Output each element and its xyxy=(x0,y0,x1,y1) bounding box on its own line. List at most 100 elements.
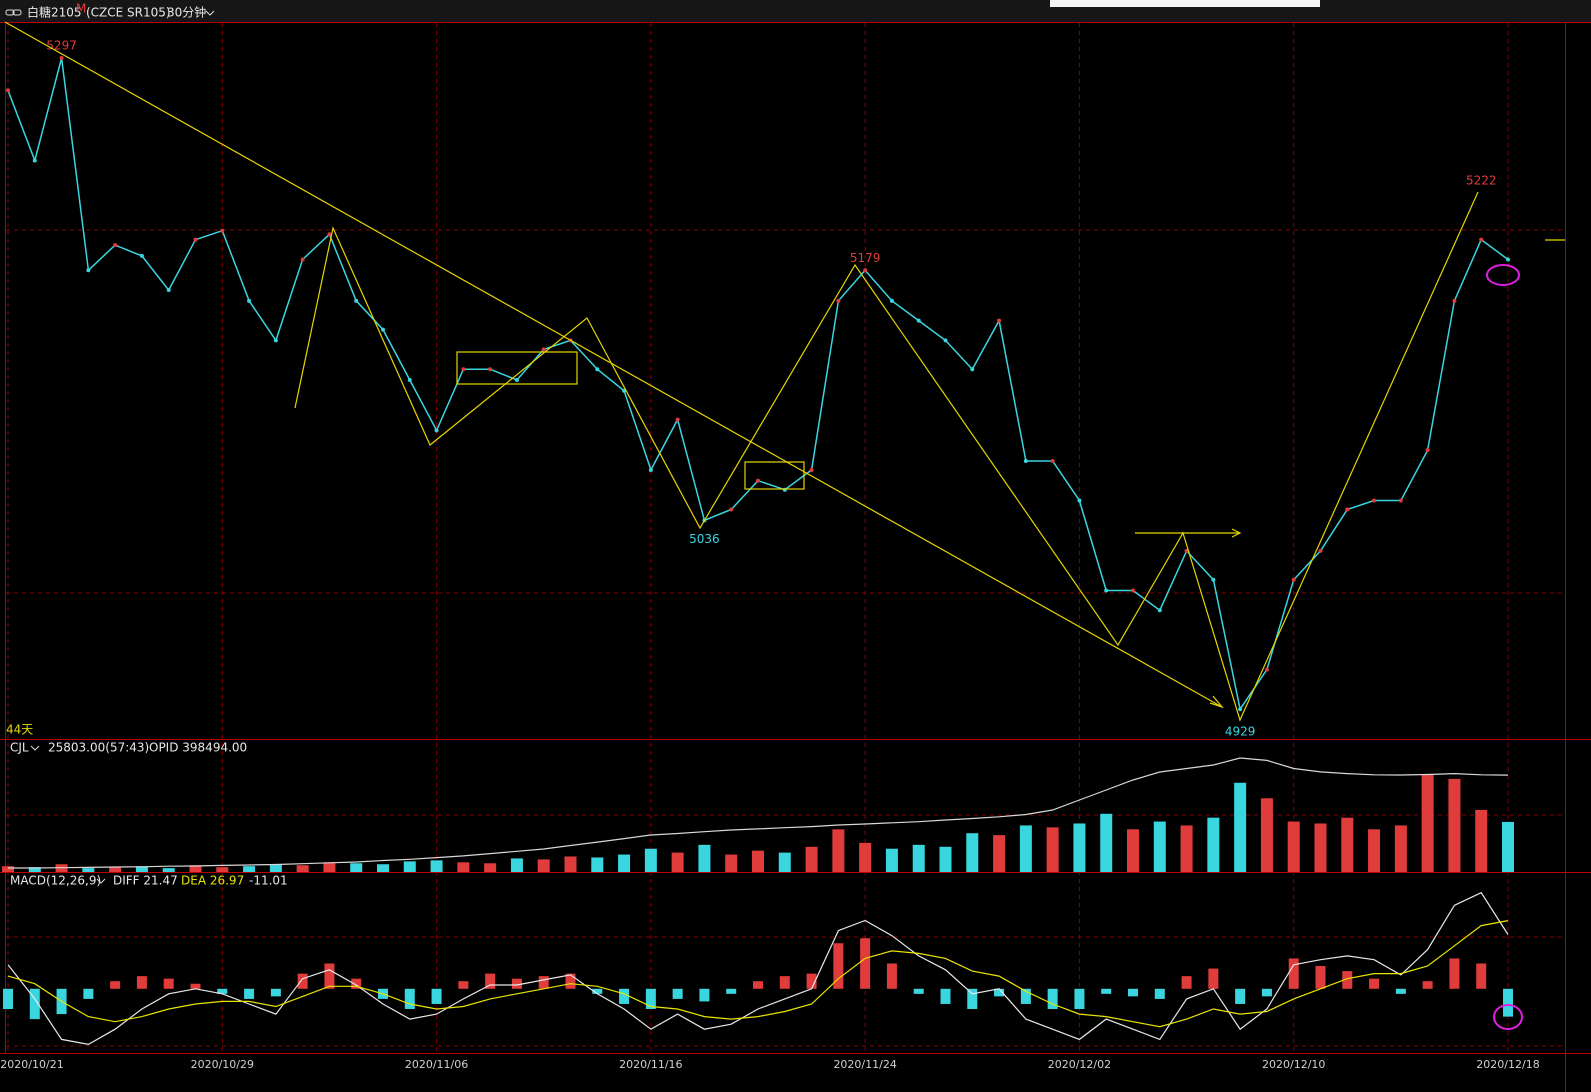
horizontal-grid xyxy=(6,229,1565,1047)
price-point xyxy=(1264,667,1269,672)
volume-bar xyxy=(1153,821,1166,872)
macd-bar xyxy=(1315,966,1326,989)
volume-bar xyxy=(1234,782,1247,872)
volume-bar xyxy=(28,867,41,872)
macd-bar xyxy=(1449,958,1460,989)
volume-bar xyxy=(403,861,416,872)
x-tick-label: 2020/10/21 xyxy=(0,1058,63,1071)
dea-value: DEA 26.97 xyxy=(181,874,244,888)
volume-bar xyxy=(1341,817,1354,872)
macd-bar xyxy=(940,988,951,1004)
price-point xyxy=(782,487,787,492)
price-point xyxy=(1452,298,1457,303)
price-point xyxy=(1077,498,1082,503)
price-point xyxy=(1372,498,1377,503)
volume-bar xyxy=(457,862,470,872)
volume-bar xyxy=(1502,821,1514,872)
macd-bar xyxy=(3,988,13,1010)
volume-bar xyxy=(725,854,738,872)
price-point xyxy=(273,338,278,343)
price-point xyxy=(300,257,305,262)
price-point xyxy=(648,467,653,472)
diff-value: DIFF 21.47 xyxy=(113,874,178,888)
macd-bar xyxy=(886,963,897,989)
period-selector[interactable]: 30分钟 xyxy=(167,5,206,20)
pivot-label: 5222 xyxy=(1466,173,1497,187)
volume-bar xyxy=(671,852,684,872)
macd-bar xyxy=(645,988,656,1010)
volume-bar xyxy=(484,863,497,872)
volume-bar xyxy=(243,866,256,872)
volume-bar xyxy=(752,850,764,872)
price-point xyxy=(1023,458,1028,463)
macd-bar xyxy=(619,988,630,1004)
indicator-title[interactable]: CJL xyxy=(10,741,29,755)
panel-borders xyxy=(0,22,1591,1092)
macd-bar xyxy=(1369,978,1380,989)
macd-bar xyxy=(190,983,201,989)
volume-value: 25803.00(57:43) xyxy=(48,741,149,755)
macd-bar xyxy=(913,988,924,994)
volume-bar xyxy=(644,848,657,872)
volume-bar xyxy=(1180,825,1193,872)
macd-bar xyxy=(324,963,335,989)
volume-bar xyxy=(1421,774,1434,872)
volume-bar xyxy=(1260,798,1273,872)
price-point xyxy=(809,467,814,472)
pivot-label: 5179 xyxy=(850,251,881,265)
volume-bar xyxy=(966,833,979,872)
x-tick-label: 2020/11/06 xyxy=(405,1058,468,1071)
volume-bar xyxy=(993,835,1006,872)
macd-bar xyxy=(967,988,978,1010)
volume-bar xyxy=(323,862,336,872)
price-point xyxy=(916,318,921,323)
volume-bar xyxy=(537,859,550,872)
volume-bar xyxy=(939,846,952,872)
macd-bar xyxy=(1074,988,1085,1010)
price-point xyxy=(59,55,64,60)
volume-bar xyxy=(1127,829,1139,872)
macd-bar xyxy=(163,978,174,989)
macd-bar xyxy=(511,978,522,989)
macd-bar xyxy=(1047,988,1058,1010)
volume-bar xyxy=(1019,825,1032,872)
volume-bar xyxy=(109,867,122,872)
price-point xyxy=(166,288,171,293)
volume-bar xyxy=(189,865,202,872)
x-tick-label: 2020/12/02 xyxy=(1048,1058,1111,1071)
indicator-title[interactable]: MACD(12,26,9) xyxy=(10,874,101,888)
price-point xyxy=(863,268,868,273)
volume-bar xyxy=(1448,778,1461,872)
macd-bar xyxy=(1101,988,1112,994)
price-point xyxy=(354,298,359,303)
dropdown-chevron xyxy=(30,745,40,751)
price-point xyxy=(1238,707,1243,712)
symbol-title[interactable]: 白糖2105 xyxy=(27,5,82,20)
volume-bar xyxy=(162,868,175,872)
volume-bar xyxy=(430,860,443,872)
price-point xyxy=(139,253,144,258)
macd-bar xyxy=(1128,988,1138,997)
opid-value: OPID 398494.00 xyxy=(149,741,247,755)
volume-bar xyxy=(564,856,577,872)
macd-bar xyxy=(672,988,683,999)
dropdown-chevron[interactable] xyxy=(205,10,215,16)
price-point xyxy=(1425,448,1430,453)
volume-bar xyxy=(698,844,711,872)
price-point xyxy=(1506,257,1510,262)
price-point xyxy=(889,298,894,303)
price-point xyxy=(675,417,680,422)
price-point xyxy=(943,338,948,343)
macd-bar xyxy=(753,981,763,989)
drawn-trendlines xyxy=(4,21,1565,722)
price-point xyxy=(1157,608,1162,613)
macd-bar xyxy=(297,973,308,989)
toolbar-box xyxy=(1050,0,1320,7)
symbol-superscript: M xyxy=(76,2,86,16)
macd-bar xyxy=(83,988,94,999)
price-point xyxy=(220,228,225,233)
price-point xyxy=(541,347,546,352)
price-point xyxy=(327,232,332,237)
volume-bar xyxy=(1314,823,1327,872)
x-tick-label: 2020/12/18 xyxy=(1476,1058,1539,1071)
